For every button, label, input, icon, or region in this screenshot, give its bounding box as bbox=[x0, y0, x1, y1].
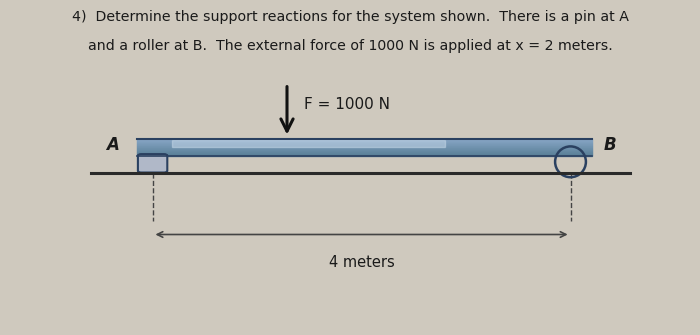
Bar bbox=[136, 140, 592, 141]
Bar bbox=[136, 151, 592, 152]
Bar bbox=[136, 152, 592, 153]
Text: and a roller at B.  The external force of 1000 N is applied at x = 2 meters.: and a roller at B. The external force of… bbox=[88, 39, 612, 53]
Bar bbox=[136, 150, 592, 151]
Bar bbox=[136, 147, 592, 148]
Bar bbox=[136, 148, 592, 149]
Bar bbox=[136, 154, 592, 155]
Bar bbox=[136, 142, 592, 143]
Text: 4)  Determine the support reactions for the system shown.  There is a pin at A: 4) Determine the support reactions for t… bbox=[71, 10, 629, 24]
Bar bbox=[136, 155, 592, 156]
Text: A: A bbox=[106, 136, 119, 154]
Text: 4 meters: 4 meters bbox=[329, 255, 394, 270]
Text: B: B bbox=[604, 136, 617, 154]
Bar bbox=[136, 139, 592, 140]
Bar bbox=[136, 144, 592, 145]
Bar bbox=[136, 153, 592, 154]
Bar bbox=[136, 146, 592, 147]
Bar bbox=[136, 143, 592, 144]
Bar bbox=[136, 145, 592, 146]
Bar bbox=[136, 149, 592, 150]
Text: F = 1000 N: F = 1000 N bbox=[304, 97, 391, 112]
Bar bbox=[172, 140, 444, 147]
FancyBboxPatch shape bbox=[138, 154, 167, 173]
